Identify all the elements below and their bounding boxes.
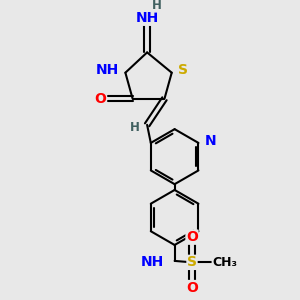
Text: O: O [94,92,106,106]
Text: NH: NH [141,255,164,269]
Text: CH₃: CH₃ [212,256,237,269]
Text: H: H [130,121,140,134]
Text: H: H [152,0,161,12]
Text: S: S [178,63,188,77]
Text: O: O [186,280,198,295]
Text: NH: NH [96,63,119,77]
Text: S: S [187,255,197,269]
Text: NH: NH [136,11,159,25]
Text: O: O [186,230,198,244]
Text: N: N [205,134,216,148]
